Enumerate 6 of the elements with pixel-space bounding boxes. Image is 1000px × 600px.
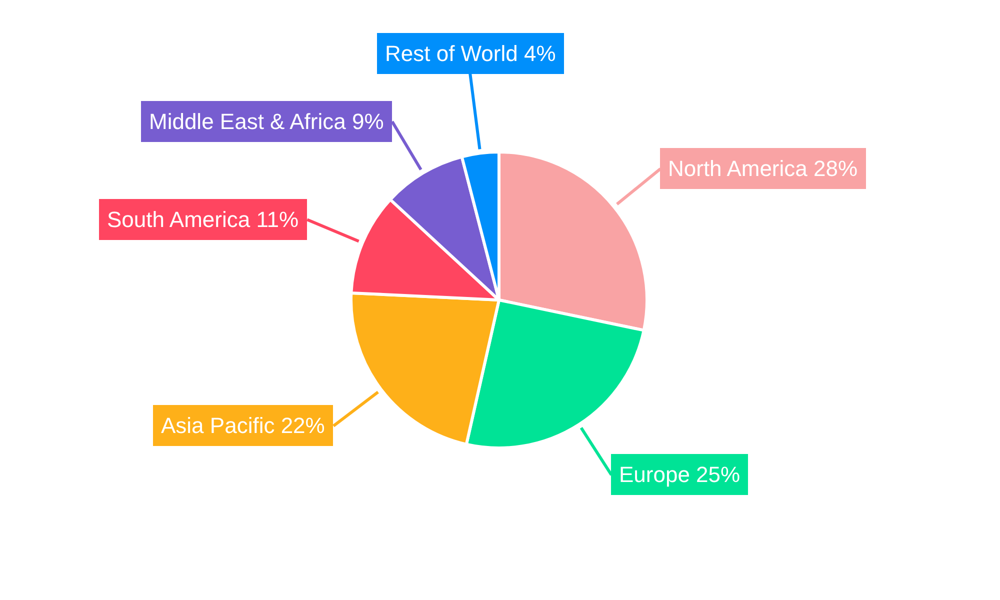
slice-label: North America 28% [668, 156, 858, 181]
slice-label: Rest of World 4% [385, 41, 556, 66]
slice-label: Middle East & Africa 9% [149, 109, 384, 134]
slice-label: South America 11% [107, 207, 299, 232]
slice-label: Asia Pacific 22% [161, 413, 325, 438]
slice-label: Europe 25% [619, 462, 740, 487]
